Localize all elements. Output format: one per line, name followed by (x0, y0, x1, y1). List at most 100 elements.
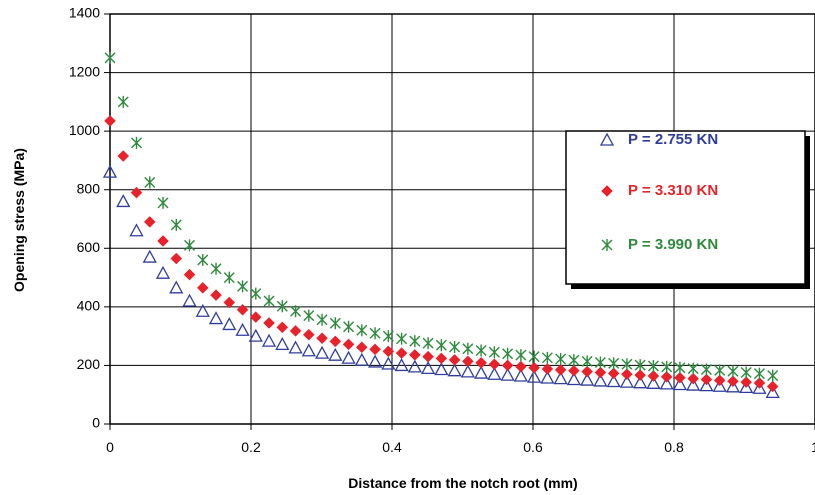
data-point (197, 254, 209, 266)
data-point (540, 370, 555, 384)
data-point (674, 361, 686, 374)
data-point (447, 363, 462, 377)
data-point (157, 235, 169, 247)
data-point (223, 271, 235, 284)
data-points (102, 51, 780, 399)
data-point (104, 51, 116, 64)
data-point (263, 317, 275, 329)
data-point (102, 164, 118, 178)
data-point (144, 176, 156, 189)
data-point (343, 320, 355, 333)
data-point (700, 373, 713, 386)
data-point (183, 268, 196, 281)
data-point (687, 362, 699, 375)
data-point (421, 360, 436, 375)
data-point (275, 336, 290, 350)
data-point (687, 372, 700, 385)
data-point (475, 344, 487, 357)
data-point (129, 223, 144, 237)
legend-label-series-1: P = 2.755 KN (628, 131, 718, 148)
data-point (528, 350, 540, 363)
data-point (515, 349, 527, 362)
data-point (647, 360, 659, 373)
data-point (593, 373, 608, 387)
data-point (515, 360, 527, 373)
data-point (208, 311, 224, 325)
data-point (541, 363, 554, 375)
data-point (263, 295, 275, 307)
data-point (288, 340, 303, 354)
data-point (513, 368, 528, 382)
data-point (686, 377, 701, 391)
data-point (740, 366, 752, 379)
data-point (328, 347, 343, 361)
x-tick-label: 0.2 (241, 439, 261, 455)
data-point (527, 369, 542, 383)
data-point (354, 352, 369, 366)
data-point (143, 216, 156, 228)
data-point (606, 374, 621, 388)
y-tick-label: 200 (77, 356, 101, 372)
data-point (117, 150, 130, 162)
data-point (157, 196, 169, 209)
data-point (236, 303, 249, 316)
data-point (329, 317, 341, 330)
data-point (169, 280, 184, 294)
data-point (660, 370, 673, 383)
data-point (316, 313, 328, 326)
data-point (182, 293, 197, 307)
data-point (607, 367, 620, 380)
data-point (248, 328, 263, 342)
data-point (581, 355, 593, 368)
data-point (621, 358, 633, 371)
data-point (422, 350, 434, 363)
data-point (210, 262, 222, 275)
y-tick-label: 800 (77, 180, 101, 196)
data-point (381, 356, 396, 370)
data-point (449, 340, 461, 353)
data-point (170, 218, 182, 231)
y-tick-label: 1400 (69, 5, 100, 21)
data-point (699, 378, 714, 392)
data-point (460, 364, 475, 378)
data-point (448, 354, 461, 366)
data-point (647, 370, 660, 382)
data-point (646, 375, 661, 389)
data-point (501, 359, 514, 372)
data-point (462, 355, 474, 368)
data-point (131, 136, 143, 149)
data-point (712, 378, 727, 392)
data-point (117, 95, 129, 108)
x-tick-label: 1 (811, 439, 815, 455)
data-point (634, 369, 647, 381)
data-point (435, 352, 448, 365)
data-point (116, 194, 131, 208)
data-point (237, 280, 249, 293)
data-point (725, 379, 741, 393)
data-point (766, 380, 779, 393)
data-point (608, 357, 620, 370)
data-point (674, 371, 686, 384)
data-point (753, 367, 765, 380)
data-point (395, 347, 408, 359)
data-point (289, 325, 302, 337)
data-point (210, 289, 222, 301)
data-point (462, 342, 474, 355)
y-tick-label: 1000 (69, 122, 100, 138)
x-tick-label: 0 (106, 439, 114, 455)
data-point (356, 324, 368, 337)
x-tick-label: 0.4 (382, 439, 402, 455)
data-point (130, 186, 143, 199)
data-point (594, 366, 607, 379)
data-point (142, 249, 157, 263)
data-point (342, 338, 355, 351)
data-point (407, 359, 422, 373)
data-point (155, 265, 171, 279)
data-point (394, 358, 409, 372)
x-axis-title: Distance from the notch root (mm) (348, 475, 577, 491)
data-point (502, 347, 514, 360)
data-point (541, 351, 553, 364)
data-point (316, 332, 328, 345)
data-point (104, 115, 116, 127)
